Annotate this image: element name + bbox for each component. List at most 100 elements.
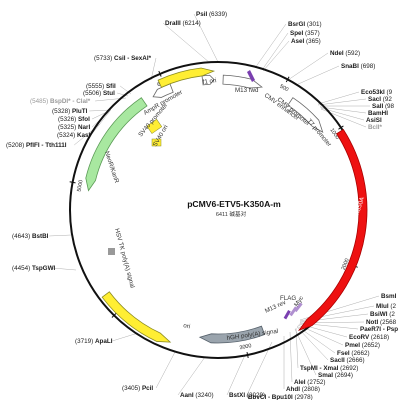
site-leader — [287, 52, 329, 81]
restriction-site-label[interactable]: (5208) PflFI - Tth111I — [6, 142, 67, 149]
restriction-site-label[interactable]: (5485) BspDI* - ClaI* — [30, 98, 91, 105]
inner-features — [108, 70, 303, 320]
restriction-site-label[interactable]: PaeR7I - Psp — [360, 326, 398, 333]
feature-f1-ori[interactable] — [157, 67, 216, 88]
site-leader — [117, 92, 129, 97]
features-layer — [85, 67, 368, 344]
restriction-site-label[interactable]: TspMI - XmaI (2692) — [300, 365, 358, 372]
restriction-site-label[interactable]: AleI (2752) — [294, 379, 326, 386]
feature-ori[interactable] — [101, 291, 172, 343]
site-leader — [294, 328, 317, 376]
site-leader — [262, 40, 290, 72]
restriction-site-label[interactable]: BamHI — [368, 110, 388, 117]
m13-rev-primer[interactable] — [283, 310, 291, 320]
restriction-site-label[interactable]: (5325) NarI — [58, 124, 90, 131]
site-leader — [119, 85, 132, 95]
restriction-site-label[interactable]: (5506) StuI — [83, 90, 115, 97]
restriction-site-label[interactable]: SpeI (357) — [290, 30, 320, 37]
restriction-site-label[interactable]: PsiI (6339) — [196, 11, 227, 18]
plasmid-title: pCMV6-ETV5-K350A-m — [187, 199, 281, 209]
tick-mark — [69, 181, 76, 184]
restriction-site-label[interactable]: (3719) ApaLI — [75, 338, 113, 345]
restriction-site-label[interactable]: AsiSI — [366, 117, 382, 124]
myc-tag[interactable] — [294, 302, 303, 313]
site-leader — [162, 22, 211, 64]
tick-label: 500 — [279, 84, 290, 94]
restriction-site-label[interactable]: (4454) TspGWI — [12, 265, 56, 272]
hsv-tk-polya-label: HSV TK poly(A) signal — [113, 228, 136, 289]
restriction-site-label[interactable]: SalI (98 — [372, 103, 395, 110]
neor-kanr-label: NeoR/KanR — [103, 150, 120, 184]
restriction-site-label[interactable]: (5733) CsiI - SexAI* — [94, 55, 152, 62]
sv40-ori-box[interactable] — [151, 138, 162, 147]
restriction-site-label[interactable]: SacII (2666) — [330, 357, 365, 364]
tick-label: 1000 — [328, 127, 340, 140]
ori-label: ori — [183, 322, 191, 330]
feature-hgh-polya[interactable] — [198, 325, 266, 344]
site-leader — [193, 13, 219, 63]
site-leader — [226, 354, 246, 396]
site-leader — [295, 65, 340, 86]
restriction-site-label[interactable]: BsrGI (301) — [288, 21, 322, 28]
restriction-site-label[interactable]: EcoRV (2618) — [349, 334, 389, 341]
site-leader — [49, 234, 72, 237]
site-leader — [296, 325, 336, 354]
tick-mark — [338, 125, 344, 130]
site-leader — [177, 356, 206, 396]
restriction-site-label[interactable]: FseI (2662) — [337, 350, 370, 357]
restriction-site-label[interactable]: SmaI (2694) — [318, 372, 353, 379]
site-leader — [89, 109, 112, 112]
restriction-site-label[interactable]: BsmI — [381, 293, 397, 300]
restriction-site-label[interactable]: NdeI (592) — [330, 50, 360, 57]
site-leader — [317, 91, 360, 105]
site-leader — [90, 110, 111, 136]
restriction-site-label[interactable]: (5326) SfoI — [58, 116, 90, 123]
restriction-site-label[interactable]: AanI (3240) — [180, 392, 214, 399]
tick-mark — [285, 76, 290, 83]
restriction-site-label[interactable]: NotI (2568 — [366, 319, 397, 326]
site-leader — [52, 267, 77, 271]
restriction-site-label[interactable]: (3405) PciI — [122, 385, 153, 392]
restriction-site-label[interactable]: BbvCI - Bpu10I (2978) — [248, 394, 313, 400]
restriction-site-label[interactable]: (5328) PluTI — [52, 108, 88, 115]
restriction-site-label[interactable]: BsiWI (2 — [370, 311, 395, 318]
feature-etv5[interactable] — [298, 128, 368, 332]
feature-cmv-enhancer[interactable] — [201, 74, 215, 86]
m13-fwd-label: M13 fwd — [235, 87, 259, 94]
hsv-tk-polya-box[interactable] — [108, 248, 115, 255]
tick-label: 5000 — [76, 179, 84, 192]
feature-cmv-promoter[interactable] — [222, 74, 263, 89]
restriction-site-label[interactable]: DraIII (6214) — [165, 20, 201, 27]
site-leader — [289, 331, 293, 383]
restriction-site-label[interactable]: PmeI (2652) — [345, 342, 380, 349]
site-leader — [319, 106, 367, 114]
feature-t7-promoter[interactable] — [287, 97, 324, 133]
restriction-site-label[interactable]: SacI (92 — [368, 96, 392, 103]
restriction-site-label[interactable]: AhdI (2808) — [286, 386, 320, 393]
restriction-site-label[interactable]: (5555) SfiI — [86, 83, 116, 90]
tick-label: 2000 — [341, 258, 351, 271]
site-leader — [317, 98, 367, 106]
tick-mark — [111, 312, 117, 318]
feature-neor-kanr[interactable] — [85, 97, 148, 192]
tick-label: 3000 — [239, 343, 252, 351]
restriction-site-label[interactable]: Eco53kI (9 — [361, 89, 393, 96]
restriction-site-label[interactable]: SnaBI (698) — [341, 63, 375, 70]
restriction-site-label[interactable]: BstXI (3029) — [229, 392, 265, 399]
restriction-site-label[interactable]: (5324) KasI — [57, 132, 91, 139]
tick-mark — [158, 70, 162, 77]
restriction-site-label[interactable]: BclI* — [368, 124, 383, 131]
restriction-site-label[interactable]: MluI (2 — [376, 303, 396, 310]
site-leader — [261, 32, 289, 71]
sv40-promoter-box[interactable] — [146, 118, 163, 134]
m13-fwd-primer[interactable] — [247, 70, 255, 82]
feature-ampr-promoter[interactable] — [152, 83, 174, 98]
site-leader — [112, 332, 139, 342]
restriction-site-label[interactable]: AseI (365) — [291, 38, 321, 45]
restriction-site-label[interactable]: (4643) BstBI — [12, 233, 49, 240]
f1-ori-label: f1 ori — [202, 77, 217, 86]
plasmid-size: 6411 碱基对 — [216, 210, 247, 218]
site-leader — [155, 351, 176, 389]
site-leader — [254, 23, 287, 69]
